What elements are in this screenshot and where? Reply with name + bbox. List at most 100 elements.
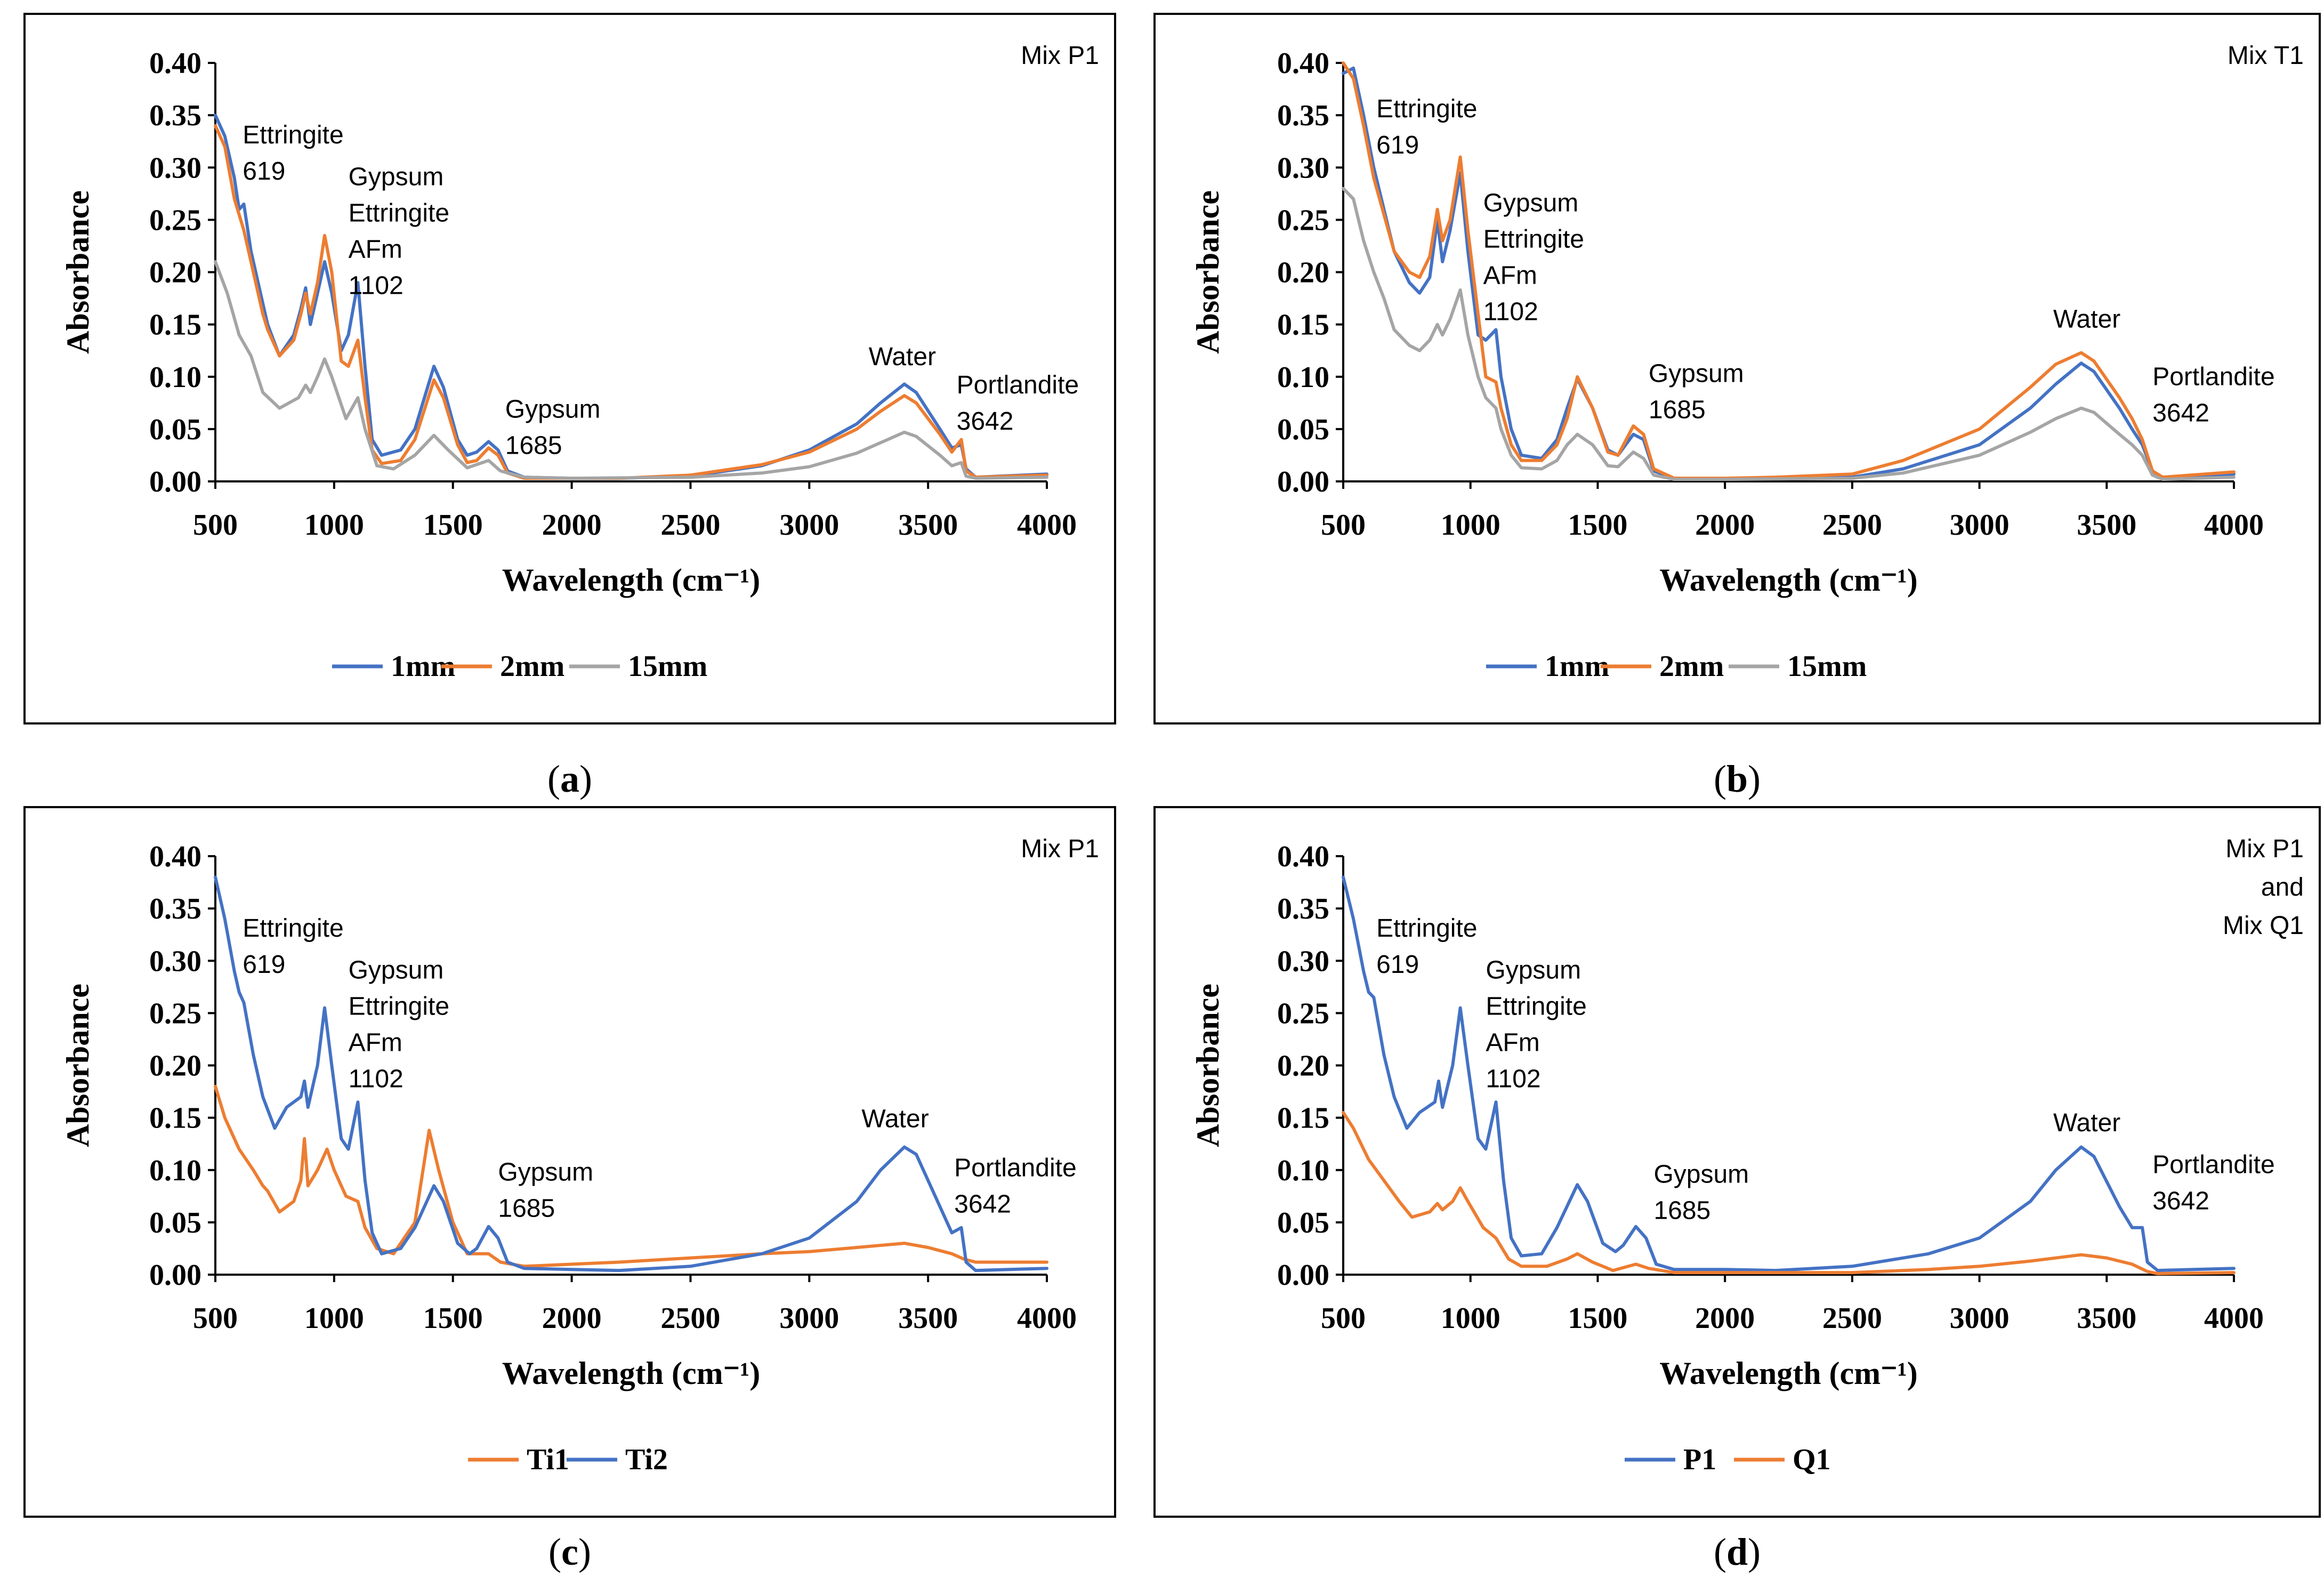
annotation-gypsum-line: Gypsum <box>505 395 601 423</box>
annotation-gypsum-line: Gypsum <box>349 163 444 191</box>
series-line-ti2 <box>214 875 1048 1273</box>
y-tick-label: 0.25 <box>149 204 201 237</box>
annotation-water: Water <box>861 1105 929 1133</box>
caption-a-close: ) <box>579 758 592 800</box>
y-tick-label: 0.40 <box>149 47 201 80</box>
annotation-gypsum: Gypsum Ettringite AFm 1102 <box>1486 956 1586 1093</box>
y-tick-label: 0.05 <box>1277 413 1329 446</box>
annotation-gypsum-line: 1685 <box>1649 396 1706 424</box>
mix-label: Mix P1 <box>1021 42 1099 70</box>
annotation-water: Water <box>2053 305 2120 334</box>
y-tick-label: 0.25 <box>1277 997 1329 1030</box>
y-tick-label: 0.20 <box>149 1050 201 1083</box>
annotation-ettringite: Ettringite 619 <box>243 914 343 979</box>
legend-item-ti1: Ti1 <box>468 1443 569 1476</box>
annotation-ettringite-line: Ettringite <box>243 914 343 943</box>
y-tick-label: 0.35 <box>149 99 201 132</box>
y-tick-label: 0.15 <box>1277 309 1329 342</box>
x-tick-label: 3000 <box>779 509 839 542</box>
annotation-gypsum-line: Gypsum <box>1486 956 1581 985</box>
chart-panel-a: 0.00 0.05 0.10 0.15 0.20 0.25 0.30 0.35 0.40 500 1… <box>23 13 1116 724</box>
series-line-1mm <box>214 114 1048 480</box>
annotation-water-line: Water <box>2053 305 2120 334</box>
chart-a-svg: 0.00 0.05 0.10 0.15 0.20 0.25 0.30 0.35 0.40 500 1… <box>60 42 1099 683</box>
x-tick-label: 1500 <box>423 509 483 542</box>
annotation-gypsum-line: 1102 <box>349 1065 404 1093</box>
caption-d: (d) <box>1631 1530 1844 1574</box>
y-tick-label: 0.35 <box>149 892 201 925</box>
annotation-portlandite: Portlandite 3642 <box>2152 1151 2274 1215</box>
legend-item-15mm: 15mm <box>1729 650 1867 683</box>
legend-item-1mm: 1mm <box>332 650 455 683</box>
annotation-ettringite: Ettringite 619 <box>1376 914 1477 979</box>
y-tick-label: 0.10 <box>1277 361 1329 394</box>
annotation-portlandite-line: Portlandite <box>2152 1151 2274 1179</box>
annotation-portlandite-line: 3642 <box>2152 1187 2209 1215</box>
y-tick-label: 0.00 <box>149 465 201 498</box>
x-tick-label: 1000 <box>1441 509 1500 542</box>
y-tick-label: 0.10 <box>1277 1154 1329 1187</box>
annotation-gypsum-line: AFm <box>349 236 402 264</box>
x-tick-label: 2500 <box>660 509 720 542</box>
caption-c-letter: c <box>561 1531 578 1573</box>
annotation-gypsum-line: Gypsum <box>1653 1160 1749 1188</box>
legend-label: 2mm <box>1659 650 1724 683</box>
annotation-water-line: Water <box>869 343 936 371</box>
caption-c-close: ) <box>578 1531 591 1573</box>
x-tick-label: 1000 <box>304 1302 364 1335</box>
y-tick-label: 0.35 <box>1277 99 1329 132</box>
x-tick-label: 2500 <box>1822 1302 1882 1335</box>
annotation-ettringite-line: Ettringite <box>243 121 343 149</box>
x-tick-label: 4000 <box>1017 509 1077 542</box>
caption-b-close: ) <box>1748 758 1761 800</box>
annotation-ettringite-line: 619 <box>243 157 285 186</box>
y-tick-label: 0.30 <box>149 945 201 978</box>
annotation-water: Water <box>869 343 936 371</box>
chart-d-svg: 0.00 0.05 0.10 0.15 0.20 0.25 0.30 0.35 0.40 500 1… <box>1190 835 2304 1476</box>
chart-panel-d: 0.00 0.05 0.10 0.15 0.20 0.25 0.30 0.35 0.40 500 1… <box>1153 806 2321 1518</box>
annotation-ettringite-line: 619 <box>243 951 285 979</box>
x-tick-label: 4000 <box>2204 1302 2264 1335</box>
legend-item-p1: P1 <box>1625 1443 1716 1476</box>
y-tick-label: 0.40 <box>149 840 201 873</box>
x-tick-label: 3500 <box>898 509 958 542</box>
x-axis-title: Wavelength (cm⁻¹) <box>502 1356 761 1391</box>
x-axis-title: Wavelength (cm⁻¹) <box>1659 1356 1918 1391</box>
y-tick-label: 0.40 <box>1277 47 1329 80</box>
annotation-gypsum-line: Gypsum <box>498 1158 593 1186</box>
caption-c: (c) <box>463 1530 676 1574</box>
annotation-gypsum-line: 1102 <box>1483 298 1538 326</box>
y-tick-label: 0.20 <box>149 256 201 289</box>
y-tick-label: 0.20 <box>1277 256 1329 289</box>
annotation-portlandite: Portlandite 3642 <box>954 1154 1076 1219</box>
x-tick-label: 1000 <box>304 509 364 542</box>
caption-a-open: ( <box>547 758 560 800</box>
x-axis-title: Wavelength (cm⁻¹) <box>1659 562 1918 598</box>
y-tick-label: 0.30 <box>1277 945 1329 978</box>
x-tick-label: 500 <box>1321 509 1366 542</box>
legend-item-2mm: 2mm <box>441 650 564 683</box>
chart-c-svg: 0.00 0.05 0.10 0.15 0.20 0.25 0.30 0.35 0.40 500 1… <box>60 835 1099 1476</box>
x-tick-label: 4000 <box>2204 509 2264 542</box>
chart-b-svg: 0.00 0.05 0.10 0.15 0.20 0.25 0.30 0.35 0.40 500 1… <box>1190 42 2304 683</box>
x-axis-title: Wavelength (cm⁻¹) <box>502 562 761 598</box>
x-tick-label: 3500 <box>2077 1302 2136 1335</box>
y-tick-label: 0.00 <box>1277 1259 1329 1292</box>
y-axis-title: Absorbance <box>60 190 95 354</box>
y-tick-label: 0.40 <box>1277 840 1329 873</box>
annotation-ettringite-line: Ettringite <box>1376 95 1477 123</box>
series-line-p1 <box>1342 875 2236 1273</box>
annotation-portlandite: Portlandite 3642 <box>2152 363 2274 427</box>
x-tick-label: 3000 <box>1950 509 2010 542</box>
annotation-gypsum: Gypsum Ettringite AFm 1102 <box>349 956 449 1093</box>
legend-item-q1: Q1 <box>1734 1443 1831 1476</box>
annotation-gypsum-line: AFm <box>1486 1029 1539 1057</box>
annotation-water: Water <box>2053 1109 2120 1137</box>
legend-label: Q1 <box>1793 1443 1831 1476</box>
legend-item-2mm: 2mm <box>1601 650 1724 683</box>
series-line-ti1 <box>214 1084 1048 1268</box>
y-axis-title: Absorbance <box>1190 190 1225 354</box>
y-tick-label: 0.20 <box>1277 1050 1329 1083</box>
y-tick-label: 0.00 <box>149 1259 201 1292</box>
caption-d-letter: d <box>1726 1531 1748 1573</box>
